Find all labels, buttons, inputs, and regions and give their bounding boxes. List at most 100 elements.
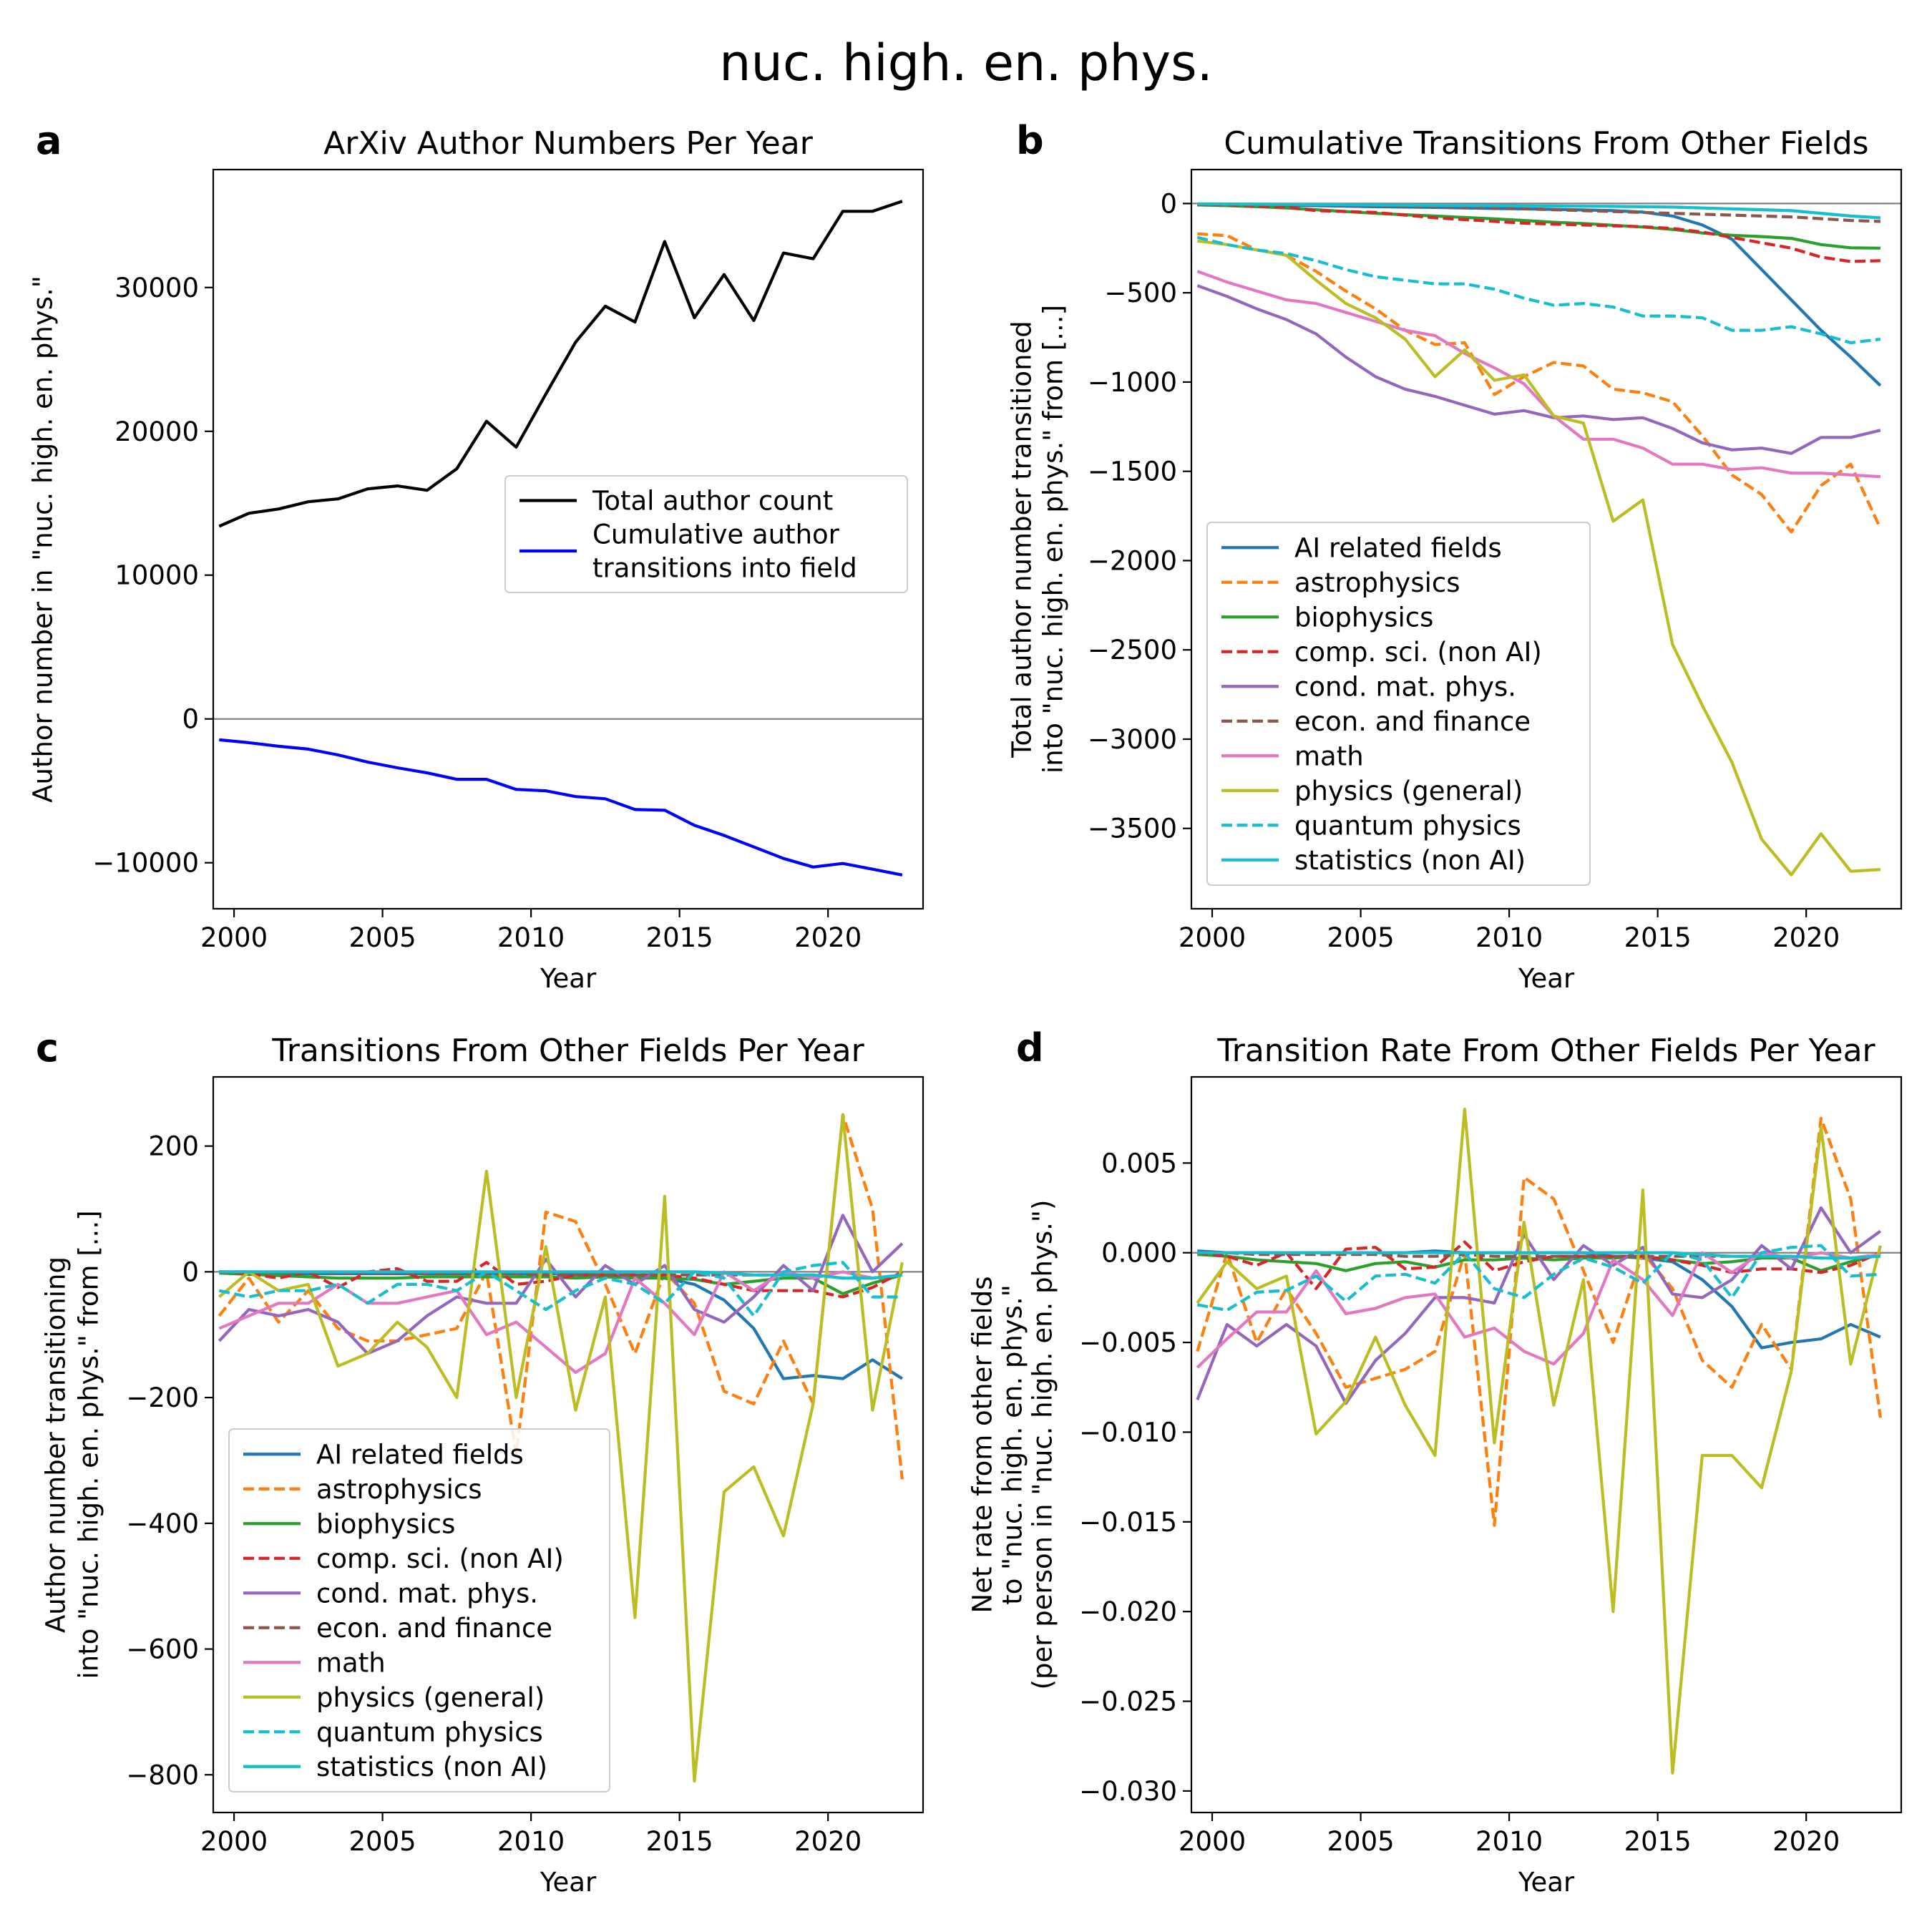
series-line-quantum-physics — [1196, 235, 1881, 345]
y-tick-label: −800 — [126, 1760, 199, 1790]
panel-title: ArXiv Author Numbers Per Year — [323, 125, 814, 162]
y-axis-label: Author number transitioning — [41, 1257, 72, 1633]
series-line-physics-general- — [1196, 1107, 1882, 1775]
y-tick-label: −0.020 — [1079, 1596, 1177, 1627]
x-tick-label: 2010 — [1475, 1826, 1543, 1857]
series-line-cond-mat-phys- — [1196, 284, 1881, 455]
y-tick-label: 30000 — [114, 273, 199, 303]
y-tick-label: −0.010 — [1079, 1417, 1177, 1448]
series-line-astrophysics — [1197, 232, 1882, 534]
plot-frame — [1190, 168, 1903, 910]
legend-entry-label: comp. sci. (non AI) — [1294, 637, 1542, 668]
legend-entry-label: AI related fields — [316, 1439, 524, 1470]
y-tick-label: −2000 — [1088, 545, 1177, 576]
legend-entry-label: math — [316, 1647, 386, 1678]
x-tick-label: 2010 — [1475, 922, 1543, 953]
series-line-quantum-physics — [218, 1261, 902, 1318]
x-tick-label: 2005 — [348, 1826, 416, 1857]
y-tick-label: 0.000 — [1101, 1238, 1177, 1269]
x-tick-label: 2005 — [1327, 922, 1394, 953]
y-tick-label: 20000 — [114, 416, 199, 447]
legend-entry-label: biophysics — [1294, 602, 1433, 633]
legend-entry-label: quantum physics — [1294, 810, 1521, 841]
figure-title: nuc. high. en. phys. — [719, 34, 1213, 92]
y-tick-label: −400 — [126, 1508, 199, 1539]
legend-entry-label: math — [1294, 741, 1364, 771]
y-tick-label: −1000 — [1088, 367, 1177, 398]
series-line-quantum-physics — [1196, 1244, 1881, 1312]
series-line-physics-general- — [1197, 239, 1881, 877]
x-tick-label: 2020 — [1772, 922, 1840, 953]
panel-title: Transition Rate From Other Fields Per Ye… — [1216, 1033, 1875, 1069]
x-tick-label: 2015 — [1624, 922, 1692, 953]
y-tick-label: −200 — [126, 1382, 199, 1413]
panel-letter: b — [1016, 118, 1044, 163]
y-tick-label: 0 — [1160, 188, 1177, 219]
panel-d: d Transition Rate From Other Fields Per Y… — [967, 1025, 1903, 1898]
panel-b: b Cumulative Transitions From Other Field… — [1007, 118, 1903, 994]
y-tick-label: 0 — [182, 1257, 199, 1287]
y-tick-label: −500 — [1104, 278, 1177, 308]
x-tick-label: 2000 — [1179, 922, 1246, 953]
series-line-statistics-non-ai- — [1197, 1251, 1881, 1260]
plot-frame — [212, 168, 924, 910]
series-line-physics-general- — [218, 1113, 904, 1783]
x-tick-label: 2015 — [646, 1826, 713, 1857]
x-axis-label: Year — [1518, 963, 1575, 994]
y-axis-label: (per person in "nuc. high. en. phys.") — [1028, 1200, 1058, 1690]
y-tick-label: −0.005 — [1079, 1327, 1177, 1358]
legend-entry-label: quantum physics — [316, 1717, 543, 1747]
series-line-comp-sci-non-ai- — [1197, 203, 1880, 263]
x-tick-label: 2010 — [497, 1826, 565, 1857]
y-tick-label: 200 — [148, 1131, 199, 1162]
legend-entry-label: statistics (non AI) — [1294, 845, 1526, 876]
y-axis-label: Net rate from other fields — [967, 1277, 998, 1614]
legend-entry-label: Total author count — [592, 486, 833, 517]
x-tick-label: 2010 — [497, 922, 565, 953]
panel-title: Cumulative Transitions From Other Fields — [1224, 125, 1868, 162]
y-tick-label: −2500 — [1088, 635, 1177, 665]
series-line-astrophysics — [218, 1113, 904, 1480]
legend-entry-label: physics (general) — [1294, 776, 1523, 806]
panel-letter: c — [36, 1025, 59, 1070]
y-axis-label: into "nuc. high. en. phys." from [...] — [1038, 305, 1069, 774]
series-line-astrophysics — [1196, 1116, 1882, 1527]
x-tick-label: 2000 — [1179, 1826, 1246, 1857]
x-tick-label: 2020 — [794, 1826, 862, 1857]
y-axis-label: into "nuc. high. en. phys." from [...] — [74, 1210, 104, 1679]
x-tick-label: 2005 — [348, 922, 416, 953]
panel-title: Transitions From Other Fields Per Year — [271, 1033, 864, 1069]
legend-entry-label: cond. mat. phys. — [1294, 671, 1516, 702]
legend-entry-label: physics (general) — [316, 1682, 545, 1713]
x-tick-label: 2000 — [200, 1826, 268, 1857]
series-line-statistics-non-ai- — [219, 1270, 903, 1280]
x-axis-label: Year — [1518, 1867, 1575, 1898]
series-line-cumulative-author — [219, 738, 903, 877]
x-tick-label: 2005 — [1327, 1826, 1394, 1857]
legend-entry-label: Cumulative author — [592, 519, 840, 550]
series-line-math — [1196, 1251, 1881, 1369]
plot-frame — [212, 1075, 924, 1814]
x-axis-label: Year — [540, 1867, 597, 1898]
legend-entry-label: astrophysics — [1294, 567, 1460, 598]
y-tick-label: −3000 — [1088, 724, 1177, 755]
y-axis-label: Author number in "nuc. high. en. phys." — [28, 275, 59, 803]
y-tick-label: −0.030 — [1079, 1776, 1177, 1807]
x-tick-label: 2015 — [1624, 1826, 1692, 1857]
legend-box — [1206, 522, 1591, 886]
x-axis-label: Year — [540, 963, 597, 994]
panel-a: a ArXiv Author Numbers Per Year 2000 2005 20… — [28, 118, 924, 994]
y-tick-label: 0.005 — [1101, 1148, 1177, 1179]
y-tick-label: −0.015 — [1079, 1507, 1177, 1538]
legend-box — [228, 1428, 610, 1792]
series-line-math — [1196, 270, 1881, 479]
legend-entry-label: statistics (non AI) — [316, 1752, 547, 1782]
y-tick-label: −600 — [126, 1634, 199, 1665]
y-axis-label: to "nuc. high. en. phys." — [997, 1284, 1028, 1605]
series-line-comp-sci-non-ai- — [1197, 1240, 1881, 1291]
legend-entry-label: transitions into field — [592, 553, 857, 584]
y-tick-label: −1500 — [1088, 457, 1177, 487]
x-tick-label: 2000 — [200, 922, 268, 953]
y-tick-label: −0.025 — [1079, 1687, 1177, 1717]
